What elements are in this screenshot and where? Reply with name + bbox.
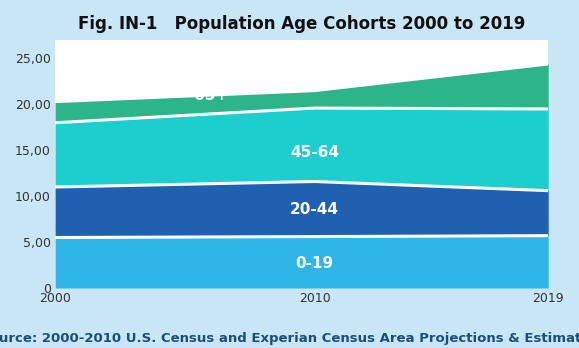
Title: Fig. IN-1   Population Age Cohorts 2000 to 2019: Fig. IN-1 Population Age Cohorts 2000 to…: [78, 15, 525, 33]
Text: Source: 2000-2010 U.S. Census and Experian Census Area Projections & Estimates: Source: 2000-2010 U.S. Census and Experi…: [0, 332, 579, 345]
Text: 65+: 65+: [194, 88, 228, 103]
Text: 20-44: 20-44: [290, 203, 339, 218]
Text: 0-19: 0-19: [295, 256, 334, 271]
Text: 45-64: 45-64: [290, 145, 339, 160]
